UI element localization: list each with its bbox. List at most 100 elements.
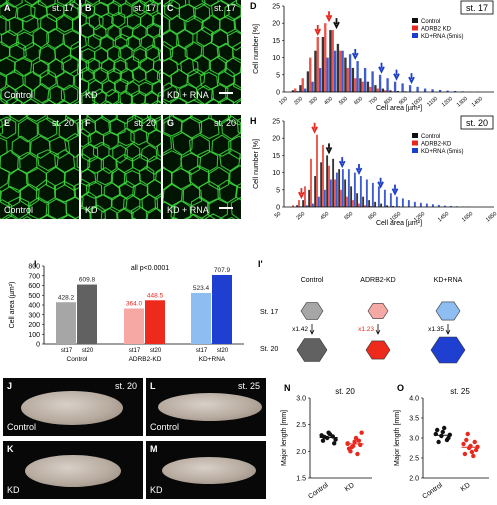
- histogram-bar: [374, 85, 376, 92]
- histogram-bar: [372, 183, 374, 207]
- histogram-bar: [337, 44, 339, 92]
- histogram-bar: [350, 186, 352, 207]
- cell-outline: [22, 15, 38, 33]
- y-tick-label: 15: [272, 38, 280, 45]
- histogram-bar: [367, 82, 369, 92]
- cell-outline: [119, 4, 132, 18]
- x-tick-label: 300: [308, 96, 319, 107]
- histogram-bar: [311, 82, 313, 92]
- histogram-bar: [298, 200, 300, 207]
- histogram-bar: [314, 176, 316, 207]
- cell-outline: [77, 149, 79, 172]
- legend-swatch: [412, 26, 418, 31]
- x-tick-label: Control: [307, 482, 330, 500]
- y-tick-label: 1.5: [296, 476, 306, 483]
- condition-label: KD + RNA: [167, 205, 209, 215]
- histogram-bar: [309, 58, 311, 92]
- legend-label: Control: [421, 19, 440, 25]
- histogram-bar: [332, 30, 334, 92]
- histogram-bar: [390, 193, 392, 207]
- histogram-bar: [374, 202, 376, 207]
- histogram-bar: [314, 51, 316, 92]
- bar-value-label: 707.9: [214, 267, 231, 274]
- cell-outline: [171, 69, 188, 88]
- cell-outline: [62, 55, 78, 74]
- x-axis-label: Cell area [µm²]: [376, 105, 422, 112]
- data-point: [328, 432, 332, 436]
- bar: [77, 285, 97, 344]
- stage-label: st. 17: [52, 3, 74, 13]
- x-tick-label: Control: [421, 482, 444, 500]
- histogram-bar: [379, 75, 381, 92]
- y-tick-label: 5: [276, 187, 280, 194]
- histogram-bar: [380, 204, 382, 207]
- x-tick-label: 600: [353, 96, 364, 107]
- group-label: Control: [67, 356, 89, 363]
- data-point: [354, 436, 358, 440]
- embryo-photo-j: J st. 20 Control: [3, 378, 143, 436]
- cell-outline: [157, 141, 161, 159]
- micrograph-g: G st. 20 KD + RNA: [163, 115, 241, 219]
- histogram-bar: [344, 58, 346, 92]
- micrograph-c: C st. 17 KD + RNA: [163, 0, 241, 104]
- peak-arrow: [299, 188, 304, 197]
- panel-label: H: [250, 116, 257, 126]
- growth-factor: x1.35: [428, 326, 444, 333]
- peak-arrow: [357, 164, 362, 173]
- cell-outline: [104, 183, 119, 200]
- legend-label: ADRB2 KD: [421, 27, 452, 33]
- histogram-bar: [302, 200, 304, 207]
- data-point: [436, 440, 440, 444]
- cell-outline: [203, 15, 220, 35]
- peak-arrow: [394, 70, 399, 79]
- embryo-photo-m: M KD: [146, 441, 266, 499]
- embryo: [158, 393, 262, 421]
- y-axis-label: Cell number [%]: [253, 139, 260, 189]
- cell-outline: [126, 218, 142, 219]
- histogram-bar: [368, 200, 370, 207]
- panel-label: L: [150, 381, 156, 391]
- peak-arrow: [378, 178, 383, 187]
- x-tick-label: 200: [293, 96, 304, 107]
- group-label: KD+RNA: [199, 356, 226, 363]
- data-point: [466, 432, 470, 436]
- x-tick-label: st20: [82, 348, 94, 354]
- chart-title: st. 20: [335, 387, 355, 396]
- condition-label: Control: [7, 422, 36, 432]
- y-tick-label: 600: [28, 283, 40, 290]
- cell-outline: [120, 26, 133, 40]
- histogram-bar: [431, 89, 433, 92]
- peak-arrow: [393, 185, 398, 194]
- condition-label: KD: [150, 485, 163, 495]
- cell-shape: [366, 341, 390, 359]
- histogram-bar: [371, 71, 373, 92]
- cell-shape: [301, 303, 323, 320]
- y-tick-label: 15: [272, 153, 280, 160]
- data-point: [442, 426, 446, 430]
- histogram-bar: [426, 204, 428, 207]
- peak-arrow: [379, 63, 384, 72]
- histogram-bar: [332, 159, 334, 207]
- legend-label: KD+RNA (5mis): [421, 34, 464, 40]
- histogram-bar: [302, 78, 304, 92]
- histogram-bar: [420, 203, 422, 207]
- x-tick-label: 50: [274, 211, 283, 220]
- panel-label: E: [4, 118, 10, 128]
- y-axis-label: Cell number [%]: [253, 24, 260, 74]
- cell-outline: [128, 15, 141, 30]
- y-axis-label: Major length [mm]: [281, 410, 288, 466]
- group-label: ADRB2-KD: [129, 356, 162, 363]
- cell-outline: [185, 42, 202, 61]
- stage-label: st. 25: [238, 381, 260, 391]
- embryo-photo-l: L st. 25 Control: [146, 378, 266, 436]
- embryo: [25, 455, 121, 487]
- histogram-bar: [401, 83, 403, 92]
- histogram-bar: [382, 89, 384, 92]
- data-point: [359, 430, 363, 434]
